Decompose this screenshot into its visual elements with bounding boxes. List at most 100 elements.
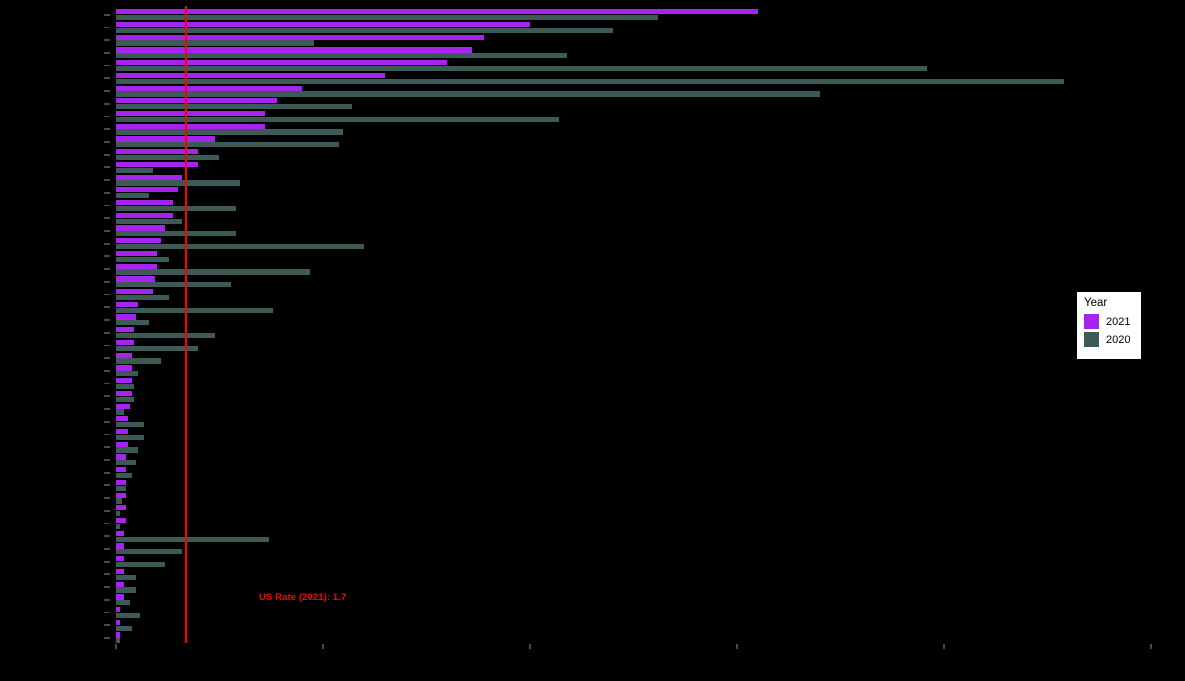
bar-2020 [115, 383, 135, 390]
bar-2020 [115, 282, 232, 288]
bar-2021 [115, 200, 174, 206]
bar-2021 [115, 301, 139, 307]
legend-label-2021: 2021 [1106, 315, 1131, 328]
bar-2020 [115, 142, 340, 148]
bar-2021 [115, 467, 126, 473]
bar-2021 [115, 505, 126, 511]
bar-2021 [115, 21, 530, 28]
y-axis-tick [104, 484, 110, 487]
bar-2020 [115, 193, 149, 199]
legend: Year 2021 2020 [1077, 292, 1141, 359]
bar-2020 [115, 129, 344, 135]
bar-2021 [115, 9, 758, 15]
bar-2020 [115, 600, 130, 606]
y-axis-tick [104, 166, 110, 169]
bar-2021 [115, 98, 278, 104]
y-axis-tick [104, 522, 110, 525]
bar-2021 [115, 390, 133, 396]
bar-2020 [115, 434, 145, 440]
y-axis-tick [104, 560, 110, 563]
y-axis-tick [104, 128, 110, 131]
bar-2020 [115, 40, 315, 46]
y-axis-tick [104, 624, 110, 627]
bar-2021 [115, 225, 166, 231]
legend-swatch-2020 [1084, 332, 1099, 347]
bar-2020 [115, 460, 137, 466]
y-axis-tick [104, 611, 110, 614]
y-axis-tick [104, 306, 110, 309]
bar-2020 [115, 536, 269, 542]
bar-2020 [115, 612, 141, 619]
x-axis-tick [1150, 644, 1152, 649]
bar-2021 [115, 594, 124, 600]
bar-2020 [115, 447, 139, 453]
bar-2020 [115, 154, 220, 161]
y-axis-tick [104, 357, 110, 360]
bar-2020 [115, 498, 122, 504]
y-axis-tick [104, 598, 110, 601]
y-axis-tick [104, 141, 110, 143]
us-rate-annotation: US Rate (2021): 1.7 [259, 592, 347, 603]
y-axis-tick [104, 408, 110, 410]
y-axis-tick [104, 535, 110, 538]
bar-2021 [115, 34, 485, 40]
y-axis-tick [104, 255, 110, 258]
y-axis-tick [104, 204, 110, 207]
x-axis-tick [735, 644, 738, 649]
bar-2021 [115, 581, 124, 587]
y-axis-tick [104, 26, 110, 29]
y-axis-tick [104, 268, 110, 270]
bar-2020 [115, 396, 135, 402]
bar-2021 [115, 619, 120, 625]
bar-2020 [115, 269, 311, 275]
y-axis-tick [104, 548, 110, 550]
y-axis-tick [104, 191, 110, 194]
x-axis-tick [528, 644, 531, 649]
bar-2021 [115, 136, 215, 142]
y-axis-tick [104, 573, 110, 576]
y-axis-tick [104, 395, 110, 398]
y-axis-tick [104, 509, 110, 512]
y-axis-tick [104, 90, 110, 92]
bar-2021 [115, 441, 128, 447]
bar-2020 [115, 104, 352, 110]
bar-2020 [115, 294, 170, 301]
bar-2020 [115, 333, 215, 339]
bar-2020 [115, 587, 137, 593]
y-axis-tick [104, 153, 110, 156]
y-axis-tick [104, 497, 110, 499]
bar-2020 [115, 561, 166, 568]
bar-2021 [115, 276, 155, 282]
bar-2020 [115, 27, 613, 33]
legend-label-2020: 2020 [1106, 333, 1131, 346]
bar-2021 [115, 314, 137, 320]
bar-2021 [115, 568, 124, 575]
y-axis-tick [104, 344, 110, 347]
legend-item-2020: 2020 [1084, 332, 1141, 347]
bar-2021 [115, 212, 174, 218]
bar-2020 [115, 511, 120, 517]
bar-2020 [115, 218, 182, 224]
bar-2021 [115, 352, 133, 358]
bar-2020 [115, 625, 133, 631]
bar-2020 [115, 345, 199, 351]
bar-2020 [115, 422, 145, 428]
y-axis-tick [104, 230, 110, 232]
y-axis-tick [104, 637, 110, 639]
y-axis-tick [104, 102, 110, 105]
bar-2020 [115, 116, 559, 122]
bar-2020 [115, 15, 659, 21]
bar-2021 [115, 85, 302, 91]
bar-2021 [115, 607, 120, 613]
bar-2021 [115, 365, 133, 371]
y-axis-tick [104, 293, 110, 296]
bar-2021 [115, 250, 157, 257]
y-axis-tick [104, 217, 110, 220]
bar-2020 [115, 256, 170, 262]
bar-2020 [115, 320, 149, 326]
bar-2020 [115, 91, 820, 97]
legend-title: Year [1084, 297, 1108, 309]
bar-2021 [115, 174, 182, 180]
y-axis-tick [104, 39, 110, 42]
